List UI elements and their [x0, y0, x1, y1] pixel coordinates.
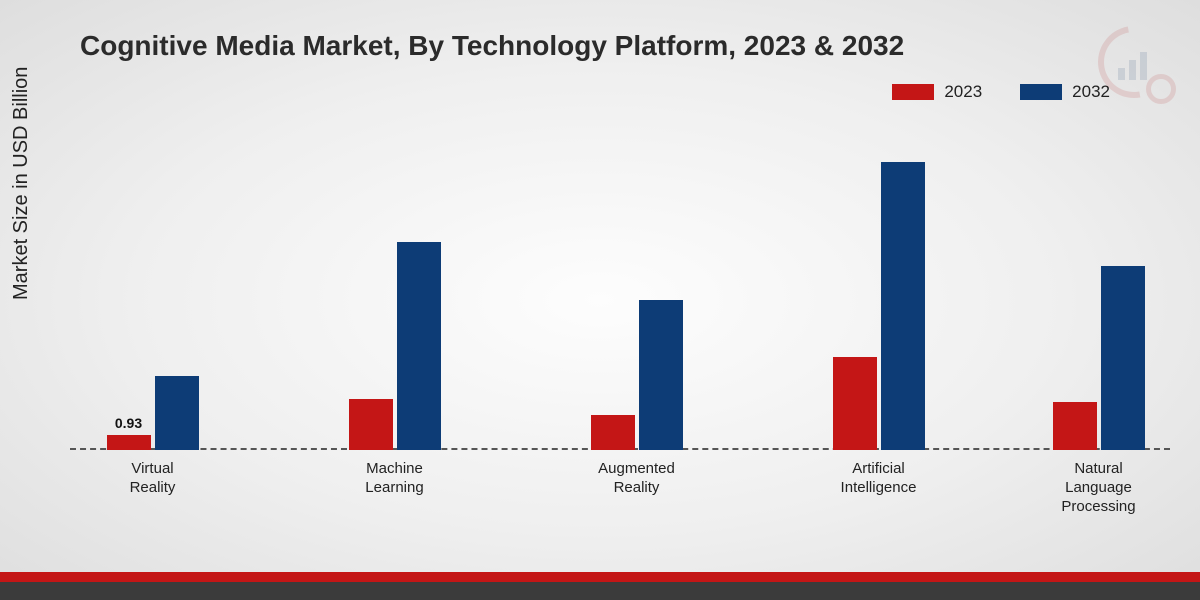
chart-title: Cognitive Media Market, By Technology Pl… — [80, 30, 904, 62]
legend-item-2032: 2032 — [1020, 82, 1110, 102]
bar-series-2032 — [639, 300, 683, 450]
bar-series-2032 — [155, 376, 199, 450]
bar-series-2032 — [397, 242, 441, 450]
category-label: AugmentedReality — [598, 460, 675, 498]
bar-series-2032 — [881, 162, 925, 450]
chart-container: Cognitive Media Market, By Technology Pl… — [0, 0, 1200, 600]
bar-series-2023 — [1053, 402, 1097, 450]
category-label: ArtificialIntelligence — [841, 460, 917, 498]
bar-group: ArtificialIntelligence — [809, 130, 949, 450]
bar-series-2032 — [1101, 266, 1145, 450]
footer-red-bar — [0, 572, 1200, 582]
bar-series-2023 — [349, 399, 393, 450]
legend-label-2032: 2032 — [1072, 82, 1110, 102]
bar-series-2023 — [833, 357, 877, 450]
bar-group: AugmentedReality — [567, 130, 707, 450]
category-label: VirtualReality — [130, 460, 176, 498]
legend-swatch-2023 — [892, 84, 934, 100]
value-label: 0.93 — [115, 415, 142, 431]
legend-swatch-2032 — [1020, 84, 1062, 100]
bar-series-2023: 0.93 — [107, 435, 151, 450]
legend: 2023 2032 — [892, 82, 1110, 102]
bar-group: 0.93VirtualReality — [83, 130, 223, 450]
plot-area: 0.93VirtualReality MachineLearning Augment… — [70, 130, 1170, 450]
legend-item-2023: 2023 — [892, 82, 982, 102]
y-axis-label: Market Size in USD Billion — [10, 67, 33, 300]
category-label: MachineLearning — [365, 460, 423, 498]
bar-group: MachineLearning — [325, 130, 465, 450]
bar-series-2023 — [591, 415, 635, 450]
bar-group: NaturalLanguageProcessing — [1029, 130, 1169, 450]
legend-label-2023: 2023 — [944, 82, 982, 102]
category-label: NaturalLanguageProcessing — [1061, 460, 1135, 516]
footer-grey-bar — [0, 582, 1200, 600]
